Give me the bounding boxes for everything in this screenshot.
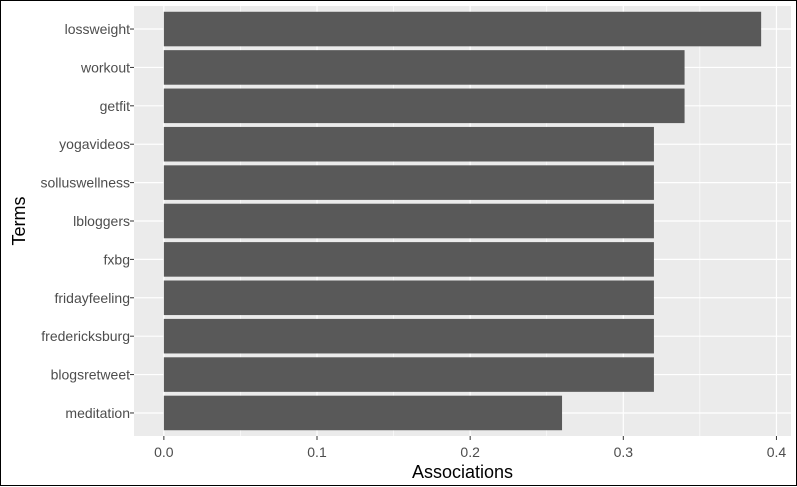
y-axis-ticks: lossweight workout getfit yogavideos sollusw…	[41, 21, 134, 421]
bar	[163, 242, 654, 277]
x-tick-label: 0.3	[614, 444, 634, 460]
x-tick-label: 0.4	[767, 444, 787, 460]
bar	[163, 280, 654, 316]
x-axis-ticks: 0.0 0.1 0.2 0.3 0.4	[154, 436, 786, 460]
bar	[163, 357, 654, 392]
y-tick-label: blogsretweet	[51, 367, 130, 383]
y-tick-label: fredericksburg	[41, 328, 130, 344]
bar	[163, 318, 654, 354]
bar	[163, 165, 654, 200]
bar	[163, 203, 654, 239]
y-tick-label: lbloggers	[73, 213, 130, 229]
x-tick-label: 0.0	[154, 444, 174, 460]
x-tick-label: 0.1	[307, 444, 327, 460]
bars	[163, 11, 762, 431]
x-axis-title: Associations	[412, 462, 513, 482]
bar	[163, 11, 762, 47]
bar	[163, 126, 654, 162]
y-tick-label: fridayfeeling	[55, 290, 131, 306]
bar	[163, 395, 563, 431]
y-tick-label: fxbg	[104, 251, 130, 267]
y-axis-title: Terms	[9, 197, 29, 246]
bar	[163, 88, 685, 124]
y-tick-label: yogavideos	[59, 136, 130, 152]
bar	[163, 50, 685, 85]
y-tick-label: workout	[80, 59, 130, 75]
y-tick-label: getfit	[100, 98, 130, 114]
x-tick-label: 0.2	[460, 444, 480, 460]
y-tick-label: lossweight	[65, 21, 130, 37]
y-tick-label: meditation	[65, 405, 130, 421]
y-tick-label: solluswellness	[41, 175, 130, 191]
